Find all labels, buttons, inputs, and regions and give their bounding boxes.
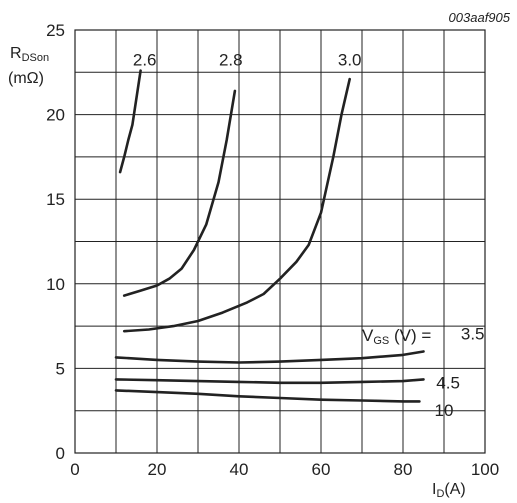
x-tick-label: 40 <box>230 460 249 479</box>
x-axis-label-main: I <box>432 481 436 498</box>
y-tick-label: 10 <box>46 275 65 294</box>
series-line-10 <box>114 389 421 403</box>
series-line-3-5 <box>114 350 425 364</box>
x-tick-label: 0 <box>70 460 79 479</box>
y-axis-label: RDSon <box>10 45 49 64</box>
curve-label-3-0: 3.0 <box>338 51 362 70</box>
curve-label-10: 10 <box>435 401 454 420</box>
y-tick-label: 5 <box>56 359 65 378</box>
x-axis-label: ID(A) <box>432 481 466 500</box>
plot-frame <box>74 29 486 454</box>
y-tick-label: 20 <box>46 106 65 125</box>
x-axis-label-unit: (A) <box>444 481 465 498</box>
legend-title: VGS (V) = <box>362 326 431 347</box>
curve-label-3-5: 3.5 <box>461 325 485 344</box>
series-layer: 2.6 2.8 3.0 3.5 4.5 10 <box>114 51 485 420</box>
series-line-2-8 <box>122 89 237 297</box>
y-axis-label-sub: DSon <box>22 52 50 64</box>
y-axis-unit: (mΩ) <box>8 70 44 87</box>
x-tick-label: 80 <box>394 460 413 479</box>
y-axis-label-main: R <box>10 45 22 62</box>
legend-title-sub: GS <box>373 335 389 347</box>
y-tick-label: 0 <box>56 444 65 463</box>
series-line-2-6 <box>118 69 142 174</box>
series-line-4-5 <box>114 378 425 385</box>
figure-id: 003aaf905 <box>449 10 511 25</box>
curve-label-2-8: 2.8 <box>219 51 243 70</box>
x-tick-label: 100 <box>471 460 499 479</box>
series-line-3-0 <box>122 77 352 333</box>
legend-title-rest: (V) = <box>389 326 431 345</box>
x-axis-label-sub: D <box>436 488 444 500</box>
y-tick-label: 15 <box>46 190 65 209</box>
legend-title-main: V <box>362 326 374 345</box>
y-tick-label: 25 <box>46 21 65 40</box>
x-tick-label: 60 <box>312 460 331 479</box>
curve-label-2-6: 2.6 <box>133 51 157 70</box>
grid-layer <box>75 30 485 453</box>
curve-label-4-5: 4.5 <box>436 374 460 393</box>
tick-label-layer: 0 5 10 15 20 25 0 20 40 60 80 100 <box>46 21 499 479</box>
x-tick-label: 20 <box>148 460 167 479</box>
